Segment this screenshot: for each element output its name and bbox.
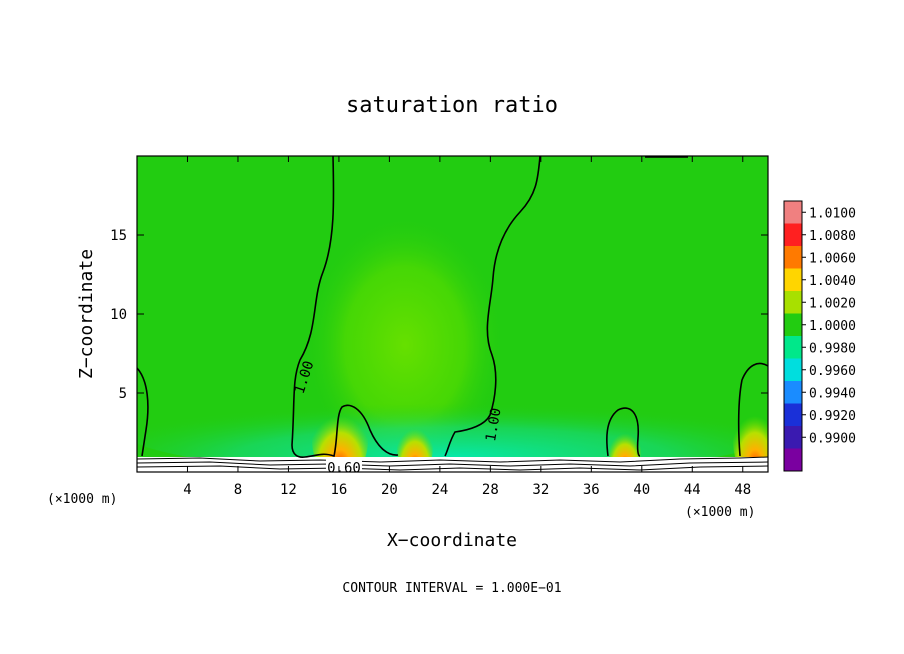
colorbar-label: 1.0020 <box>809 296 856 311</box>
colorbar-label: 0.9980 <box>809 341 856 356</box>
colorbar-swatch <box>784 201 802 224</box>
x-tick-label: 28 <box>482 482 499 498</box>
colorbar-label: 1.0040 <box>809 274 856 289</box>
x-tick-label: 32 <box>532 482 549 498</box>
colorbar-label: 1.0100 <box>809 206 856 221</box>
contour-1-00-east <box>444 156 541 457</box>
contour-label-group: 1.00 <box>483 407 505 443</box>
colorbar-label: 0.9940 <box>809 386 856 401</box>
colorbar-swatch <box>784 223 802 246</box>
x-tick-label: 12 <box>280 482 297 498</box>
y-tick-label: 15 <box>110 228 127 244</box>
contour-48km-cell <box>737 362 768 457</box>
contour-label-bg <box>325 459 362 474</box>
hotspot-49 <box>733 400 768 472</box>
contour-interval-note: CONTOUR INTERVAL = 1.000E−01 <box>342 581 561 596</box>
colorbar-swatch <box>784 268 802 291</box>
contour-label-group: 0.60 <box>325 459 362 476</box>
contour-38km-cell <box>606 407 641 457</box>
y-tick-label: 10 <box>110 307 127 323</box>
colorbar-label: 1.0000 <box>809 319 856 334</box>
x-unit-left: (×1000 m) <box>47 492 117 507</box>
colorbar-label: 0.9900 <box>809 431 856 446</box>
surface-contours <box>137 456 768 471</box>
x-tick-label: 40 <box>633 482 650 498</box>
colorbar-swatch <box>784 246 802 269</box>
x-axis-label: X−coordinate <box>387 530 517 551</box>
colorbar-frame <box>783 200 803 472</box>
chart-title: saturation ratio <box>346 93 558 118</box>
contour-label: 1.00 <box>483 407 505 443</box>
contour-1-00-west <box>291 156 399 458</box>
x-tick-label: 24 <box>431 482 448 498</box>
colorbar-swatch <box>784 403 802 426</box>
y-axis-label: Z−coordinate <box>76 249 97 379</box>
colorbar-swatch <box>784 448 802 471</box>
colorbar: 1.0100 1.0080 1.0060 1.0040 1.0020 1.0000 0.99… <box>783 200 856 472</box>
contour-left-edge <box>137 367 149 457</box>
y-tick-label: 5 <box>119 386 127 402</box>
colorbar-swatch <box>784 313 802 336</box>
colorbar-swatch <box>784 291 802 314</box>
x-tick-label: 44 <box>684 482 701 498</box>
y-axis: 5 10 15 <box>110 228 768 402</box>
colorbar-swatch <box>784 358 802 381</box>
colorbar-swatch <box>784 336 802 359</box>
colorbar-label: 0.9920 <box>809 409 856 424</box>
x-tick-label: 8 <box>234 482 242 498</box>
plot-area <box>137 156 768 472</box>
x-axis: 4 8 12 16 20 24 28 32 36 40 44 48 <box>183 156 751 498</box>
x-unit-right: (×1000 m) <box>685 505 755 520</box>
x-tick-label: 4 <box>183 482 191 498</box>
x-tick-label: 48 <box>734 482 751 498</box>
colorbar-label: 1.0080 <box>809 229 856 244</box>
contour-label: 0.60 <box>327 460 361 476</box>
x-tick-label: 20 <box>381 482 398 498</box>
x-tick-label: 36 <box>583 482 600 498</box>
colorbar-label: 1.0060 <box>809 251 856 266</box>
colorbar-swatch <box>784 426 802 449</box>
x-tick-label: 16 <box>330 482 347 498</box>
colorbar-swatch <box>784 381 802 404</box>
colorbar-label: 0.9960 <box>809 364 856 379</box>
